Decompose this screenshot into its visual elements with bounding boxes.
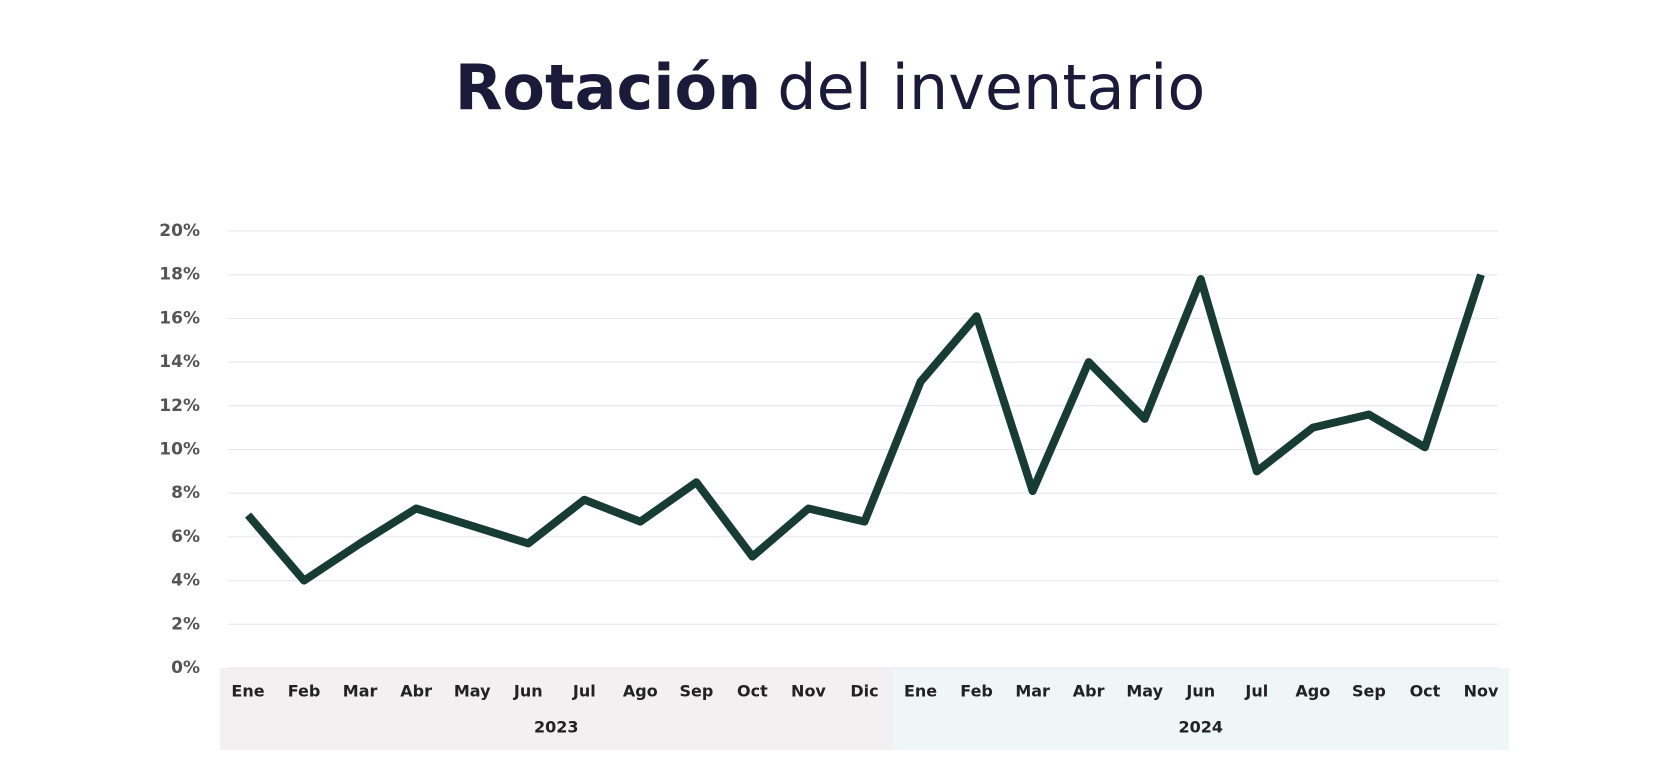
x-tick-label: Sep <box>1352 682 1386 701</box>
y-tick-label: 16% <box>159 308 200 328</box>
y-tick-label: 0% <box>171 658 200 678</box>
title-regular: del inventario <box>777 51 1205 124</box>
x-tick-label: Abr <box>1073 682 1105 701</box>
x-tick-label: Ene <box>231 682 264 701</box>
x-tick-label: Ene <box>904 682 937 701</box>
title-bold: Rotación <box>455 51 762 124</box>
x-tick-label: May <box>454 682 491 701</box>
x-tick-label: Feb <box>960 682 993 701</box>
x-tick-label: Nov <box>1464 682 1499 701</box>
y-tick-label: 12% <box>159 396 200 416</box>
x-tick-label: Jun <box>513 682 543 701</box>
y-tick-label: 2% <box>171 614 200 634</box>
x-tick-label: Feb <box>288 682 321 701</box>
x-tick-label: Mar <box>1015 682 1050 701</box>
y-tick-label: 6% <box>171 527 200 547</box>
x-tick-label: Oct <box>1410 682 1441 701</box>
x-tick-label: Dic <box>850 682 878 701</box>
y-tick-label: 18% <box>159 265 200 285</box>
x-tick-label: Oct <box>737 682 768 701</box>
x-tick-label: Jul <box>1244 682 1268 701</box>
x-tick-label: Sep <box>679 682 713 701</box>
y-tick-label: 10% <box>159 440 200 460</box>
x-tick-label: Nov <box>791 682 826 701</box>
x-tick-label: Jul <box>572 682 596 701</box>
x-tick-label: Ago <box>623 682 658 701</box>
y-tick-label: 14% <box>159 352 200 372</box>
group-band <box>892 668 1509 750</box>
x-tick-label: Abr <box>400 682 432 701</box>
x-tick-label: Mar <box>343 682 378 701</box>
x-tick-label: May <box>1126 682 1163 701</box>
x-tick-label: Ago <box>1295 682 1330 701</box>
y-tick-label: 4% <box>171 571 200 591</box>
y-tick-label: 20% <box>159 221 200 241</box>
chart-title: Rotación del inventario <box>455 51 1206 124</box>
data-line <box>244 273 1485 585</box>
year-label: 2023 <box>534 718 579 737</box>
year-label: 2024 <box>1178 718 1223 737</box>
y-tick-label: 8% <box>171 483 200 503</box>
x-tick-label: Jun <box>1185 682 1215 701</box>
group-band <box>220 668 893 750</box>
